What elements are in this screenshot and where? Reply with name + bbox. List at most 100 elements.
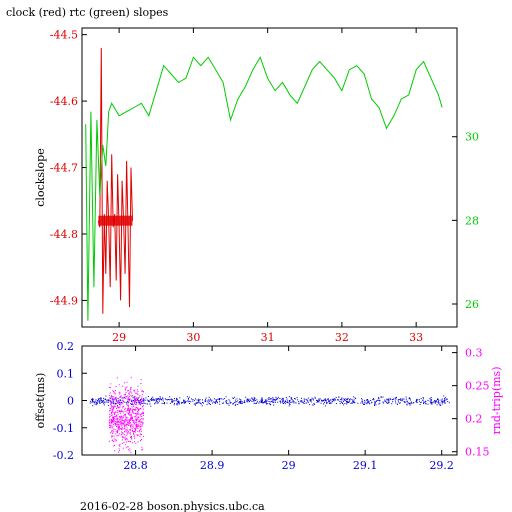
scatter-point [403,400,405,402]
scatter-point [324,398,326,400]
top-x-tick-label: 31 [261,331,275,344]
scatter-point [137,416,139,418]
scatter-point [143,435,145,437]
scatter-point [131,400,133,402]
scatter-point [422,399,424,401]
scatter-point [139,402,141,404]
bottom-y-tick-label: 0 [67,395,74,408]
scatter-point [255,399,256,401]
scatter-point [124,438,126,440]
scatter-point [156,399,158,401]
scatter-point [392,399,394,400]
scatter-point [162,400,164,402]
scatter-point [216,401,218,402]
scatter-point [134,421,136,423]
scatter-point [151,397,153,399]
scatter-point [374,404,376,406]
scatter-point [155,398,157,400]
scatter-point [305,402,307,404]
scatter-point [131,412,133,414]
scatter-point [145,403,147,405]
scatter-point [110,424,112,426]
scatter-point [244,402,246,404]
scatter-point [182,402,184,404]
scatter-point [364,401,366,403]
scatter-point [261,402,263,404]
scatter-point [129,419,131,420]
scatter-point [395,398,397,400]
scatter-point [410,399,411,401]
scatter-point [409,404,411,406]
scatter-point [134,409,136,411]
scatter-point [133,416,135,418]
scatter-point [119,411,121,413]
scatter-point [252,398,253,400]
scatter-point [408,397,410,399]
scatter-point [382,401,384,403]
scatter-point [213,398,215,400]
scatter-point [100,398,102,399]
scatter-point [133,436,135,438]
scatter-point [111,431,113,433]
scatter-point [182,402,183,404]
scatter-point [124,434,125,436]
scatter-point [111,399,113,401]
scatter-point [416,400,418,401]
scatter-point [126,401,128,403]
scatter-point [123,394,125,396]
scatter-point [127,407,129,409]
scatter-point [119,416,121,417]
scatter-point [251,397,253,399]
scatter-point [229,400,231,402]
scatter-point [344,403,346,404]
scatter-point [435,401,437,403]
scatter-point [314,403,316,405]
scatter-point [124,436,126,438]
scatter-point [125,387,127,389]
scatter-point [124,425,126,427]
scatter-point [316,401,318,403]
scatter-point [154,403,156,405]
scatter-point [139,419,141,421]
scatter-point [113,412,115,414]
scatter-point [133,404,135,406]
scatter-point [385,400,387,402]
scatter-point [112,430,114,431]
bottom-series-rnd-trip [108,377,145,454]
scatter-point [128,401,130,403]
scatter-point [138,422,140,424]
scatter-point [129,400,131,401]
scatter-point [345,400,347,402]
scatter-point [141,446,143,448]
scatter-point [201,405,203,407]
scatter-point [402,398,404,400]
scatter-point [118,450,120,451]
scatter-point [128,432,130,434]
scatter-point [275,396,277,398]
scatter-point [435,400,437,402]
scatter-point [286,398,288,400]
scatter-point [129,415,131,416]
scatter-point [400,398,402,400]
scatter-point [114,433,116,435]
scatter-point [442,401,444,403]
scatter-point [265,399,267,401]
scatter-point [110,432,111,434]
scatter-point [289,400,290,401]
scatter-point [272,400,274,402]
scatter-point [140,425,142,427]
scatter-point [346,401,347,403]
scatter-point [136,389,138,391]
scatter-point [127,413,129,415]
scatter-point [196,402,197,404]
scatter-point [283,402,284,404]
scatter-point [103,401,105,403]
scatter-point [395,400,396,402]
scatter-point [199,403,201,404]
scatter-point [129,429,131,430]
scatter-point [430,398,432,400]
scatter-point [140,404,142,406]
scatter-point [159,396,161,398]
scatter-point [126,419,128,421]
scatter-point [132,420,134,422]
